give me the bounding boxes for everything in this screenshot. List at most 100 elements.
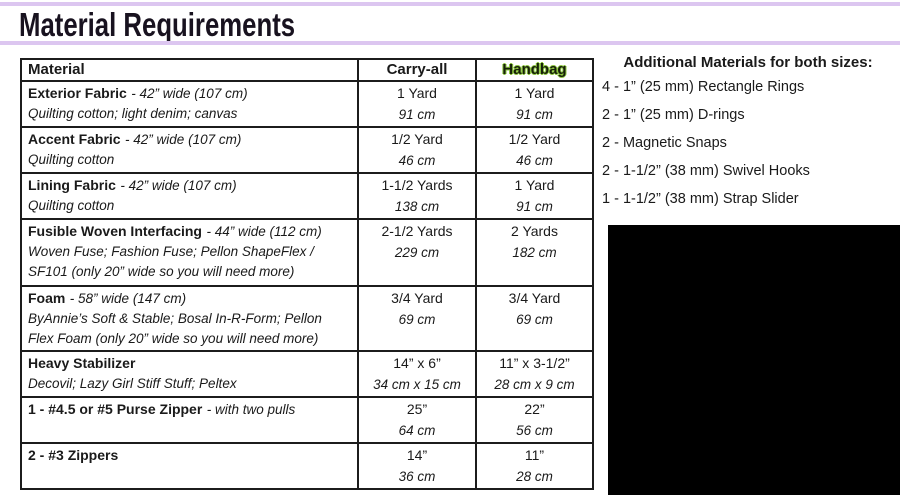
handbag-cell: 11” x 3-1/2” 28 cm x 9 cm <box>475 350 594 398</box>
additional-materials-panel: Additional Materials for both sizes: 4 -… <box>602 53 894 213</box>
carryall-cell: 2-1/2 Yards 229 cm <box>357 218 477 287</box>
table-row: Exterior Fabric - 42” wide (107 cm) Quil… <box>20 80 594 128</box>
material-desc: Woven Fuse; Fashion Fuse; Pellon ShapeFl… <box>28 244 314 279</box>
material-desc: ByAnnie’s Soft & Stable; Bosal In-R-Form… <box>28 311 322 346</box>
amount-cm: 91 cm <box>516 107 553 122</box>
amount-yards: 1/2 Yard <box>391 131 443 147</box>
amount-cm: 28 cm x 9 cm <box>494 377 575 392</box>
material-size: - with two pulls <box>206 402 296 417</box>
material-name: Foam <box>28 290 66 306</box>
table-row: Fusible Woven Interfacing - 44” wide (11… <box>20 218 594 287</box>
top-divider <box>0 2 900 6</box>
handbag-cell: 3/4 Yard 69 cm <box>475 285 594 352</box>
material-cell: Accent Fabric - 42” wide (107 cm) Quilti… <box>20 126 359 174</box>
material-size: - 44” wide (112 cm) <box>206 224 322 239</box>
material-cell: Foam - 58” wide (147 cm) ByAnnie’s Soft … <box>20 285 359 352</box>
carryall-cell: 14” x 6” 34 cm x 15 cm <box>357 350 477 398</box>
material-cell: 2 - #3 Zippers <box>20 442 359 490</box>
material-size: - 42” wide (107 cm) <box>120 178 237 193</box>
material-cell: Fusible Woven Interfacing - 44” wide (11… <box>20 218 359 287</box>
amount-cm: 46 cm <box>516 153 553 168</box>
handbag-cell: 1 Yard 91 cm <box>475 172 594 220</box>
table-row: Foam - 58” wide (147 cm) ByAnnie’s Soft … <box>20 285 594 352</box>
list-item: 4 - 1” (25 mm) Rectangle Rings <box>602 79 805 95</box>
amount-cm: 69 cm <box>516 312 553 327</box>
table-row: 1 - #4.5 or #5 Purse Zipper - with two p… <box>20 396 594 444</box>
amount-cm: 36 cm <box>398 469 436 484</box>
list-item: 2 - Magnetic Snaps <box>602 135 727 151</box>
amount-cm: 34 cm x 15 cm <box>373 377 461 392</box>
additional-materials-title: Additional Materials for both sizes: <box>623 54 873 71</box>
table-row: 2 - #3 Zippers 14” 36 cm 11” 28 cm <box>20 442 594 490</box>
handbag-cell: 11” 28 cm <box>475 442 594 490</box>
material-requirements-table: Material Carry-all Handbag Exterior Fabr… <box>20 58 594 490</box>
amount-yards: 1 Yard <box>514 85 555 101</box>
column-header-material: Material <box>20 58 359 82</box>
amount-size: 14” x 6” <box>393 355 441 371</box>
amount-yards: 1/2 Yard <box>508 131 561 147</box>
material-cell: Exterior Fabric - 42” wide (107 cm) Quil… <box>20 80 359 128</box>
amount-inches: 14” <box>406 447 428 463</box>
amount-cm: 138 cm <box>394 199 440 214</box>
material-cell: Heavy Stabilizer Decovil; Lazy Girl Stif… <box>20 350 359 398</box>
table-row: Accent Fabric - 42” wide (107 cm) Quilti… <box>20 126 594 174</box>
handbag-cell: 1 Yard 91 cm <box>475 80 594 128</box>
material-name: Heavy Stabilizer <box>28 355 136 371</box>
carryall-cell: 1 Yard 91 cm <box>357 80 477 128</box>
amount-cm: 229 cm <box>394 245 440 260</box>
amount-yards: 1 Yard <box>514 177 555 193</box>
material-name: Fusible Woven Interfacing <box>28 223 202 239</box>
amount-yards: 3/4 Yard <box>508 290 561 306</box>
amount-yards: 1 Yard <box>397 85 437 101</box>
carryall-cell: 14” 36 cm <box>357 442 477 490</box>
amount-cm: 91 cm <box>398 107 436 122</box>
material-size: - 42” wide (107 cm) <box>125 132 242 147</box>
amount-inches: 25” <box>406 401 428 417</box>
material-cell: Lining Fabric - 42” wide (107 cm) Quilti… <box>20 172 359 220</box>
carryall-cell: 3/4 Yard 69 cm <box>357 285 477 352</box>
material-cell: 1 - #4.5 or #5 Purse Zipper - with two p… <box>20 396 359 444</box>
column-header-handbag: Handbag <box>475 58 594 82</box>
material-name: 2 - #3 Zippers <box>28 447 119 463</box>
amount-inches: 11” <box>524 447 545 463</box>
material-desc: Quilting cotton; light denim; canvas <box>28 106 238 121</box>
column-header-carryall: Carry-all <box>357 58 477 82</box>
amount-yards: 1-1/2 Yards <box>381 177 453 193</box>
amount-inches: 22” <box>524 401 545 417</box>
list-item: 1 - 1-1/2” (38 mm) Strap Slider <box>602 191 799 207</box>
material-desc: Decovil; Lazy Girl Stiff Stuff; Peltex <box>28 376 237 391</box>
handbag-cell: 2 Yards 182 cm <box>475 218 594 287</box>
carryall-cell: 1/2 Yard 46 cm <box>357 126 477 174</box>
amount-cm: 69 cm <box>398 312 436 327</box>
table-header-row: Material Carry-all Handbag <box>20 58 594 82</box>
amount-cm: 56 cm <box>516 423 553 438</box>
material-name: Accent Fabric <box>28 131 121 147</box>
material-name: Lining Fabric <box>28 177 116 193</box>
material-name: 1 - #4.5 or #5 Purse Zipper <box>28 401 203 417</box>
material-desc: Quilting cotton <box>28 152 115 167</box>
page-title: Material Requirements <box>19 6 296 43</box>
list-item: 2 - 1” (25 mm) D-rings <box>602 107 745 123</box>
material-size: - 58” wide (147 cm) <box>69 291 187 306</box>
redacted-image-area <box>608 225 900 495</box>
handbag-cell: 1/2 Yard 46 cm <box>475 126 594 174</box>
material-name: Exterior Fabric <box>28 85 127 101</box>
material-size: - 42” wide (107 cm) <box>131 86 248 101</box>
amount-yards: 2-1/2 Yards <box>381 223 453 239</box>
title-divider <box>0 41 900 45</box>
amount-cm: 91 cm <box>516 199 553 214</box>
handbag-cell: 22” 56 cm <box>475 396 594 444</box>
amount-cm: 28 cm <box>516 469 553 484</box>
amount-yards: 2 Yards <box>511 223 558 239</box>
amount-cm: 64 cm <box>398 423 436 438</box>
carryall-cell: 1-1/2 Yards 138 cm <box>357 172 477 220</box>
carryall-cell: 25” 64 cm <box>357 396 477 444</box>
amount-cm: 182 cm <box>512 245 557 260</box>
material-desc: Quilting cotton <box>28 198 115 213</box>
amount-yards: 3/4 Yard <box>391 290 443 306</box>
table-row: Heavy Stabilizer Decovil; Lazy Girl Stif… <box>20 350 594 398</box>
amount-cm: 46 cm <box>398 153 436 168</box>
amount-size: 11” x 3-1/2” <box>499 355 570 371</box>
table-row: Lining Fabric - 42” wide (107 cm) Quilti… <box>20 172 594 220</box>
